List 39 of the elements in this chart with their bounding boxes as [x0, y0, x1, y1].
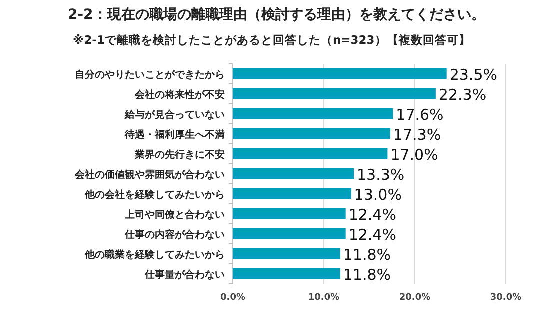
data-label: 12.4%	[348, 206, 396, 224]
data-label: 23.5%	[450, 66, 498, 84]
x-tick-label: 20.0%	[399, 293, 431, 303]
x-tick-label: 10.0%	[308, 293, 340, 303]
chart-title: 2-2：現在の職場の離職理由（検討する理由）を教えてください。	[68, 6, 486, 23]
data-label: 11.8%	[343, 266, 392, 284]
data-label: 22.3%	[438, 86, 487, 104]
x-tick-label: 0.0%	[220, 293, 246, 303]
data-label: 17.0%	[390, 146, 438, 164]
y-tick-label: 待遇・福利厚生へ不満	[124, 129, 225, 141]
y-tick-label: 会社の将来性が不安	[134, 89, 225, 101]
x-tick-label: 30.0%	[490, 293, 522, 303]
bar	[233, 208, 346, 220]
bar	[233, 268, 340, 280]
y-tick-label: 給与が見合っていない	[124, 109, 225, 121]
bar	[233, 88, 436, 100]
y-tick-label: 他の職業を経験してみたいから	[84, 249, 225, 261]
bar	[233, 128, 390, 140]
bar	[233, 108, 394, 120]
data-label: 11.8%	[343, 246, 392, 264]
y-tick-label: 会社の価値観や雰囲気が合わない	[74, 169, 225, 181]
y-tick-label: 仕事量が合わない	[144, 269, 225, 281]
data-label: 13.3%	[357, 166, 405, 184]
bar	[233, 68, 447, 80]
chart-subtitle: ※2-1で離職を検討したことがあると回答した（n=323）【複数回答可】	[73, 33, 471, 47]
bar	[233, 248, 340, 260]
data-label: 13.0%	[354, 186, 402, 204]
data-label: 12.4%	[348, 226, 396, 244]
y-tick-label: 自分のやりたいことができたから	[75, 69, 225, 81]
y-tick-label: 仕事の内容が合わない	[124, 229, 225, 241]
bar	[233, 168, 354, 180]
y-tick-label: 上司や同僚と合わない	[124, 209, 225, 221]
y-tick-label: 他の会社を経験してみたいから	[84, 189, 225, 201]
data-label: 17.6%	[396, 106, 444, 124]
y-tick-label: 業界の先行きに不安	[134, 149, 225, 161]
bar	[233, 188, 352, 200]
bar	[233, 228, 346, 240]
bar	[233, 148, 388, 160]
data-label: 17.3%	[393, 126, 442, 144]
